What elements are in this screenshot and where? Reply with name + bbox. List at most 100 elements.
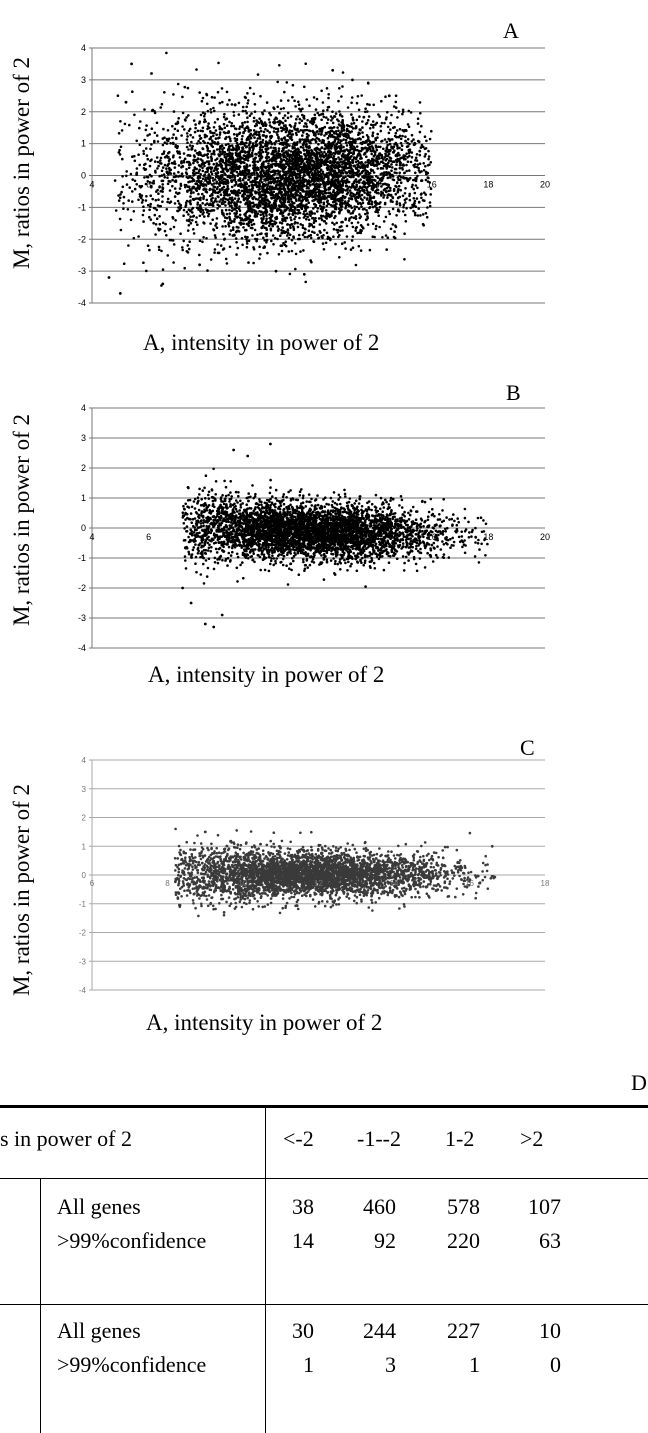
data-point [269,165,273,168]
data-point [413,204,416,207]
data-point [233,137,237,140]
data-point [323,197,326,201]
data-point [159,162,162,165]
data-point [361,140,365,144]
data-point [366,159,370,162]
data-point [380,178,384,182]
data-point [221,202,225,205]
data-point [237,147,240,151]
data-point [127,199,130,202]
data-point [341,71,345,74]
data-point [315,136,319,140]
data-point [161,187,164,191]
data-point [403,232,406,235]
data-point [398,146,401,150]
data-point [219,177,222,181]
data-point [317,151,320,155]
data-point [361,126,364,129]
data-point [355,180,359,184]
data-point [274,150,278,153]
data-point [276,120,280,124]
data-point [349,148,352,152]
data-point [238,213,242,217]
data-point [337,129,340,132]
data-point [238,191,242,195]
data-point [403,192,407,195]
data-point [291,204,294,207]
data-point [294,198,298,201]
data-point [351,246,355,249]
data-point [203,161,207,165]
data-point [198,150,201,154]
data-point [397,187,400,191]
data-point [257,130,261,134]
data-point [223,216,227,219]
data-point [234,180,238,184]
data-point [194,188,198,191]
data-point [340,242,344,245]
data-point [267,159,271,163]
data-point [377,113,380,116]
data-point [218,150,222,153]
data-point [154,223,158,226]
data-point [348,172,352,175]
data-point [333,132,336,135]
data-point [220,87,224,90]
data-point [135,183,138,186]
data-point [251,234,254,237]
data-point [212,106,215,110]
data-point [271,149,275,153]
data-point [146,203,150,207]
data-point [140,194,144,197]
data-point [297,168,300,171]
data-point [345,192,349,196]
data-point [369,198,372,202]
data-point [195,216,198,219]
data-point [337,99,340,103]
data-point [166,176,169,179]
data-point [326,213,330,216]
data-point [265,210,269,214]
data-point [351,116,355,119]
data-point [241,243,244,247]
data-point [232,208,236,211]
data-point [288,131,292,135]
data-point [410,133,414,137]
data-point [281,219,285,222]
data-point [261,138,265,142]
data-point [298,178,301,182]
data-point [384,165,388,168]
data-point [302,212,305,216]
data-point [227,200,231,204]
data-point [315,125,319,129]
data-point [321,195,324,199]
data-point [272,243,275,246]
data-point [142,209,146,212]
data-point [145,124,148,127]
data-point [247,154,250,158]
data-point [342,138,346,141]
data-point [173,160,176,163]
data-point [354,138,357,142]
data-point [190,148,193,151]
data-point [315,194,319,197]
data-point [303,178,306,181]
data-point [277,253,281,256]
data-point [297,130,300,133]
data-point [217,190,221,194]
panel-label-a: A [503,18,519,43]
data-point [400,156,404,159]
data-point [325,204,329,208]
data-point [273,141,276,145]
data-point [298,139,302,143]
data-point [246,120,249,124]
data-point [320,161,323,165]
data-point [395,154,399,158]
data-point [146,157,150,161]
data-point [366,118,370,122]
data-point [256,175,260,178]
data-point [295,193,299,196]
data-point [128,186,131,189]
data-point [179,174,183,178]
data-point [225,124,229,127]
